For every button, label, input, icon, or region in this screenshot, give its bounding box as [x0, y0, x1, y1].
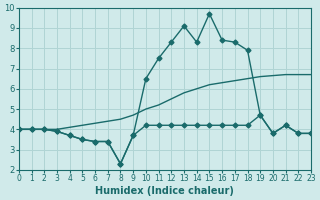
X-axis label: Humidex (Indice chaleur): Humidex (Indice chaleur) — [95, 186, 234, 196]
